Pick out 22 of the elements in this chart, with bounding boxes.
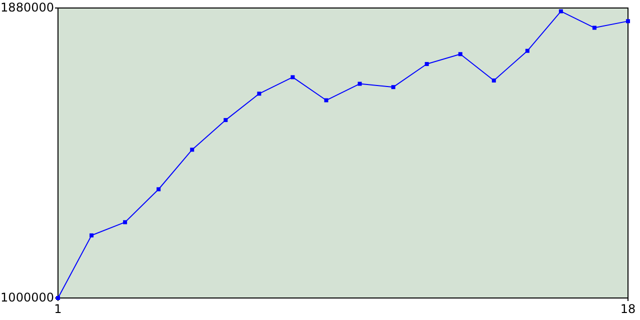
point xyxy=(90,233,94,238)
point xyxy=(257,92,262,96)
point xyxy=(424,62,429,66)
point xyxy=(458,52,462,56)
point xyxy=(290,75,295,80)
point xyxy=(224,118,228,122)
point xyxy=(123,220,128,224)
point xyxy=(156,187,161,192)
point xyxy=(592,26,596,30)
point xyxy=(391,85,396,90)
y-tick-label: 1000000 xyxy=(0,290,54,304)
line-series xyxy=(56,9,630,300)
point xyxy=(525,48,530,53)
point xyxy=(558,9,563,14)
y-tick-label: 1880000 xyxy=(0,0,54,14)
point xyxy=(626,19,630,24)
x-tick-label: 18 xyxy=(620,302,636,316)
point xyxy=(358,82,362,86)
point xyxy=(190,148,194,152)
point xyxy=(324,98,328,102)
point xyxy=(492,78,496,82)
x-tick-label: 1 xyxy=(54,302,62,316)
